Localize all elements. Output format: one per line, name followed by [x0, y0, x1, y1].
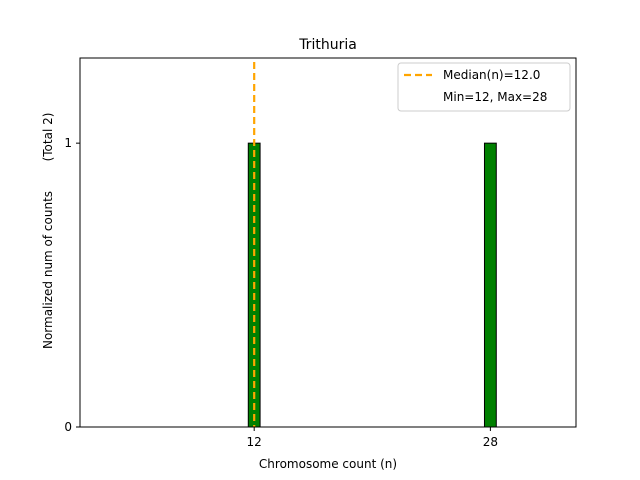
- y-ticks-group: 01: [64, 136, 80, 434]
- y-axis-label: Normalized num of counts: [41, 191, 55, 349]
- chart-title: Trithuria: [298, 37, 357, 53]
- legend-box: [397, 62, 571, 112]
- legend: Median(n)=12.0 Min=12, Max=28: [397, 62, 571, 112]
- y-tick-label-1: 1: [64, 136, 72, 150]
- y-tick-label-0: 0: [64, 420, 72, 434]
- x-axis-label: Chromosome count (n): [259, 457, 397, 471]
- plot-frame: [79, 57, 577, 428]
- legend-entry-min-max: Min=12, Max=28: [443, 90, 547, 104]
- bar-28: [483, 142, 497, 428]
- bars-group: [247, 142, 497, 428]
- x-tick-label-12: 12: [247, 435, 262, 449]
- legend-entry-median: Median(n)=12.0: [443, 68, 540, 82]
- x-ticks-group: 12 28: [247, 427, 498, 449]
- y-axis-total-note: (Total 2): [41, 113, 55, 162]
- x-tick-label-28: 28: [483, 435, 498, 449]
